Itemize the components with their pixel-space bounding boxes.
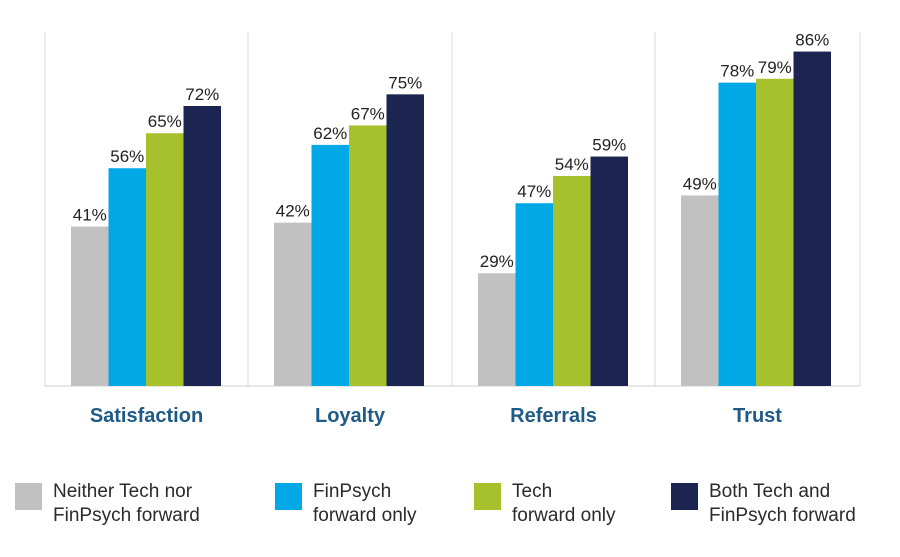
bar-loyalty-series-0: [274, 222, 312, 386]
legend-label-neither: Neither Tech nor FinPsych forward: [53, 481, 200, 526]
legend-label-tech-only: Tech forward only: [512, 481, 616, 526]
data-label-referrals-series-3: 59%: [592, 136, 626, 155]
data-label-satisfaction-series-1: 56%: [110, 147, 144, 166]
bar-trust-series-2: [756, 78, 794, 387]
data-label-satisfaction-series-0: 41%: [73, 206, 107, 225]
data-label-referrals-series-2: 54%: [555, 155, 589, 174]
data-label-satisfaction-series-3: 72%: [185, 85, 219, 104]
data-label-trust-series-3: 86%: [795, 31, 829, 50]
data-label-referrals-series-1: 47%: [517, 182, 551, 201]
data-label-loyalty-series-3: 75%: [388, 73, 422, 92]
data-label-loyalty-series-0: 42%: [276, 202, 310, 221]
legend-item-finpsych-only: FinPsych forward only: [275, 480, 498, 528]
bar-referrals-series-0: [478, 273, 516, 386]
bar-satisfaction-series-2: [146, 133, 184, 386]
bar-satisfaction-series-3: [183, 106, 221, 386]
data-label-satisfaction-series-2: 65%: [148, 112, 182, 131]
category-label-trust: Trust: [733, 405, 782, 427]
category-label-loyalty: Loyalty: [315, 405, 386, 427]
bar-referrals-series-3: [590, 156, 628, 386]
legend-label-both: Both Tech and FinPsych forward: [709, 481, 856, 526]
bar-loyalty-series-2: [349, 125, 387, 386]
category-label-referrals: Referrals: [510, 405, 597, 427]
legend: Neither Tech nor FinPsych forward FinPsy…: [0, 480, 900, 540]
data-label-trust-series-2: 79%: [758, 58, 792, 77]
data-label-loyalty-series-2: 67%: [351, 104, 385, 123]
legend-swatch-finpsych-only: [275, 483, 302, 510]
bar-loyalty-series-3: [386, 94, 424, 386]
bar-loyalty-series-1: [311, 144, 349, 386]
legend-item-both: Both Tech and FinPsych forward: [671, 480, 894, 528]
data-label-trust-series-1: 78%: [720, 62, 754, 81]
bar-referrals-series-2: [553, 176, 591, 386]
bar-referrals-series-1: [515, 203, 553, 386]
legend-swatch-neither: [15, 483, 42, 510]
bar-satisfaction-series-0: [71, 226, 109, 386]
legend-item-tech-only: Tech forward only: [474, 480, 697, 528]
bar-trust-series-1: [718, 82, 756, 387]
bar-chart: 41% 56%65%72% Satisfaction 42% 62%67%75% Loya…: [44, 31, 861, 427]
data-label-loyalty-series-1: 62%: [313, 124, 347, 143]
data-label-referrals-series-0: 29%: [480, 252, 514, 271]
bar-satisfaction-series-1: [108, 168, 146, 386]
data-label-trust-series-0: 49%: [683, 174, 717, 193]
legend-swatch-tech-only: [474, 483, 501, 510]
bar-trust-series-0: [681, 195, 719, 386]
legend-swatch-both: [671, 483, 698, 510]
legend-item-neither: Neither Tech nor FinPsych forward: [15, 480, 238, 528]
category-label-satisfaction: Satisfaction: [90, 405, 203, 427]
bar-trust-series-3: [793, 51, 831, 387]
legend-label-finpsych-only: FinPsych forward only: [313, 481, 417, 526]
